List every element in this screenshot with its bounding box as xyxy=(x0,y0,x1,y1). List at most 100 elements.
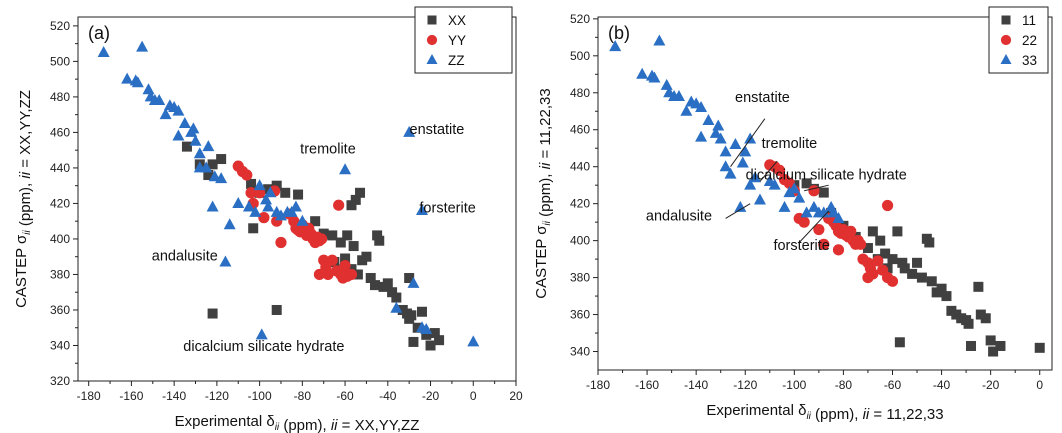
data-point-ZZ xyxy=(274,209,287,221)
x-axis-title: Experimental δii (ppm), ii = 11,22,33 xyxy=(706,402,943,423)
y-tick-label: 440 xyxy=(570,160,590,174)
x-tick-label: -180 xyxy=(586,378,610,392)
data-point-33 xyxy=(653,34,666,46)
data-point-XX xyxy=(280,187,291,198)
x-tick-label: -100 xyxy=(248,389,272,403)
data-point-XX xyxy=(434,335,445,346)
y-tick-label: 480 xyxy=(50,90,70,104)
data-point-33 xyxy=(609,40,622,52)
y-tick-label: 420 xyxy=(50,196,70,210)
data-point-33 xyxy=(768,178,781,190)
data-point-22 xyxy=(818,238,830,250)
y-tick-label: 340 xyxy=(570,345,590,359)
x-tick-label: 0 xyxy=(1036,378,1043,392)
series-33 xyxy=(609,34,845,223)
data-point-33 xyxy=(672,89,685,101)
data-point-ZZ xyxy=(193,147,206,159)
data-point-ZZ xyxy=(178,117,191,129)
series-ZZ xyxy=(97,40,480,347)
data-point-11 xyxy=(894,337,905,348)
data-point-22 xyxy=(774,164,786,176)
y-tick-label: 320 xyxy=(50,374,70,388)
data-point-XX xyxy=(327,230,338,241)
data-point-YY xyxy=(345,268,358,281)
data-point-XX xyxy=(340,253,351,264)
data-point-22 xyxy=(886,275,899,287)
data-point-ZZ xyxy=(407,276,420,288)
x-tick-label: -120 xyxy=(205,389,229,403)
data-point-ZZ xyxy=(339,163,352,175)
data-point-XX xyxy=(342,230,353,241)
data-point-ZZ xyxy=(121,72,134,84)
data-point-33 xyxy=(680,104,693,116)
data-point-YY xyxy=(339,259,351,272)
data-point-XX xyxy=(216,154,227,165)
data-point-22 xyxy=(808,185,820,197)
data-point-XX xyxy=(421,329,432,340)
data-point-11 xyxy=(916,272,927,283)
legend: XX YY ZZ xyxy=(414,6,513,74)
x-axis-title: Experimental δii (ppm), ii = XX,YY,ZZ xyxy=(175,413,420,433)
data-point-33 xyxy=(744,178,757,190)
data-point-XX xyxy=(310,216,321,227)
data-point-11 xyxy=(862,243,873,254)
data-point-ZZ xyxy=(97,46,110,58)
data-point-22 xyxy=(813,223,825,236)
data-point-11 xyxy=(973,281,984,292)
data-point-XX xyxy=(203,170,214,181)
data-point-33 xyxy=(807,200,820,212)
y-tick-label: 360 xyxy=(570,308,590,322)
data-point-XX xyxy=(387,287,398,298)
data-point-XX xyxy=(355,187,366,198)
data-point-XX xyxy=(181,141,192,152)
panel-b: -180 -160 -140 -120 -100 -80 -60 -40 -20 0 340 360 3… xyxy=(533,6,1053,423)
data-point-ZZ xyxy=(159,108,172,120)
data-point-YY xyxy=(326,254,338,266)
data-point-XX xyxy=(382,278,393,289)
data-point-22 xyxy=(845,225,857,237)
data-point-33 xyxy=(736,156,749,168)
data-point-XX xyxy=(348,241,359,252)
x-tick-label: -60 xyxy=(336,389,354,403)
x-tick-label: -120 xyxy=(733,378,757,392)
plot-frame xyxy=(597,16,1053,371)
data-point-XX xyxy=(391,292,402,303)
data-point-ZZ xyxy=(289,200,302,212)
legend-marker-11 xyxy=(1001,15,1011,25)
data-point-XX xyxy=(271,180,282,191)
data-point-11 xyxy=(985,335,996,346)
data-point-11 xyxy=(818,187,829,198)
data-point-11 xyxy=(1034,342,1045,353)
legend-entry: 11 xyxy=(1022,13,1036,28)
x-tick-label: -20 xyxy=(982,378,1000,392)
data-point-11 xyxy=(867,226,878,237)
data-point-XX xyxy=(207,308,218,319)
data-point-XX xyxy=(365,273,376,284)
x-tick-label: -140 xyxy=(162,389,186,403)
data-point-YY xyxy=(258,212,270,224)
data-point-ZZ xyxy=(232,196,245,208)
legend-entry: 22 xyxy=(1022,33,1037,48)
data-point-ZZ xyxy=(296,214,309,226)
y-axis-title: CASTEP σii (ppm), ii = XX,YY,ZZ xyxy=(13,90,34,308)
data-point-33 xyxy=(660,78,673,90)
data-point-11 xyxy=(907,268,918,279)
data-point-11 xyxy=(936,283,947,294)
data-point-11 xyxy=(912,257,923,268)
data-point-33 xyxy=(636,67,649,79)
data-point-33 xyxy=(793,191,806,203)
data-point-33 xyxy=(695,101,708,113)
y-tick-label: 500 xyxy=(50,54,70,68)
y-tick-label: 460 xyxy=(50,125,70,139)
legend-marker-22 xyxy=(1000,34,1012,46)
legend: 11 22 33 xyxy=(988,6,1049,74)
annotation-leader xyxy=(759,160,778,182)
data-point-22 xyxy=(872,255,884,267)
data-point-ZZ xyxy=(187,122,200,134)
data-point-11 xyxy=(899,263,910,274)
legend-marker-ZZ xyxy=(426,54,438,64)
data-point-XX xyxy=(429,328,440,339)
data-point-ZZ xyxy=(136,40,149,52)
